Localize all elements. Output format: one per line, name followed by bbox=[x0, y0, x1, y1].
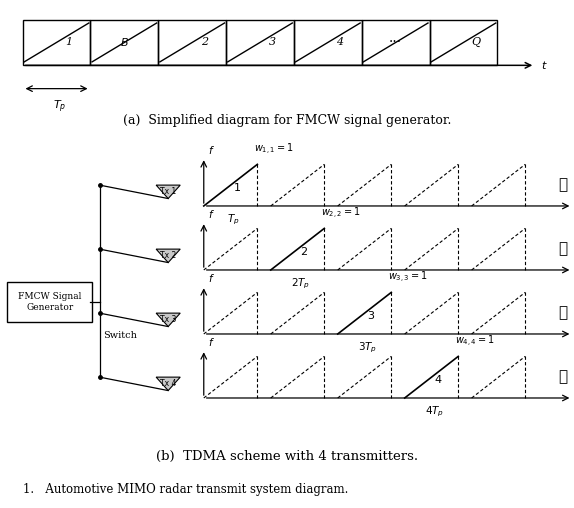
Text: Tx 2: Tx 2 bbox=[160, 250, 176, 260]
Text: $f$: $f$ bbox=[208, 272, 215, 284]
Polygon shape bbox=[156, 313, 180, 327]
Polygon shape bbox=[156, 249, 180, 263]
Polygon shape bbox=[156, 377, 180, 391]
Text: $f$: $f$ bbox=[208, 208, 215, 220]
Text: Switch: Switch bbox=[103, 331, 137, 340]
Text: 1: 1 bbox=[65, 38, 72, 47]
Text: $w_{1,1}=1$: $w_{1,1}=1$ bbox=[254, 142, 294, 157]
Text: $T_p$: $T_p$ bbox=[227, 213, 240, 228]
Text: (a)  Simplified diagram for FMCW signal generator.: (a) Simplified diagram for FMCW signal g… bbox=[123, 114, 451, 128]
Text: 1.   Automotive MIMO radar transmit system diagram.: 1. Automotive MIMO radar transmit system… bbox=[23, 483, 348, 496]
Text: $f$: $f$ bbox=[208, 144, 215, 156]
Text: $4T_p$: $4T_p$ bbox=[425, 405, 444, 420]
Text: $f$: $f$ bbox=[208, 336, 215, 348]
Text: ⋯: ⋯ bbox=[558, 306, 567, 320]
Text: $4$: $4$ bbox=[434, 373, 443, 385]
Text: $T_p$: $T_p$ bbox=[53, 99, 66, 115]
Text: $w_{2,2}=1$: $w_{2,2}=1$ bbox=[321, 206, 361, 221]
Text: ⋯: ⋯ bbox=[558, 178, 567, 192]
Text: $w_{4,4}=1$: $w_{4,4}=1$ bbox=[455, 334, 495, 350]
Text: ⋯: ⋯ bbox=[558, 242, 567, 256]
Text: Tx 4: Tx 4 bbox=[160, 378, 176, 388]
Text: ⋯: ⋯ bbox=[558, 370, 567, 384]
FancyBboxPatch shape bbox=[7, 282, 92, 322]
Text: FMCW Signal
Generator: FMCW Signal Generator bbox=[18, 292, 82, 312]
Text: $w_{3,3}=1$: $w_{3,3}=1$ bbox=[389, 270, 428, 285]
Text: 3: 3 bbox=[269, 38, 276, 47]
Text: $2$: $2$ bbox=[300, 245, 308, 257]
Text: $t$: $t$ bbox=[541, 59, 547, 71]
Text: 2: 2 bbox=[201, 38, 208, 47]
Text: 4: 4 bbox=[336, 38, 344, 47]
Text: ···: ··· bbox=[389, 36, 402, 49]
Text: $3$: $3$ bbox=[367, 309, 375, 321]
Text: Tx 3: Tx 3 bbox=[160, 314, 176, 324]
Text: (b)  TDMA scheme with 4 transmitters.: (b) TDMA scheme with 4 transmitters. bbox=[156, 450, 418, 463]
Text: $2T_p$: $2T_p$ bbox=[291, 277, 310, 292]
Text: Q: Q bbox=[471, 38, 480, 47]
Text: $B$: $B$ bbox=[120, 37, 129, 48]
Polygon shape bbox=[156, 185, 180, 199]
Text: $1$: $1$ bbox=[234, 181, 242, 193]
Text: Tx 1: Tx 1 bbox=[160, 186, 176, 196]
Text: $3T_p$: $3T_p$ bbox=[358, 341, 377, 356]
